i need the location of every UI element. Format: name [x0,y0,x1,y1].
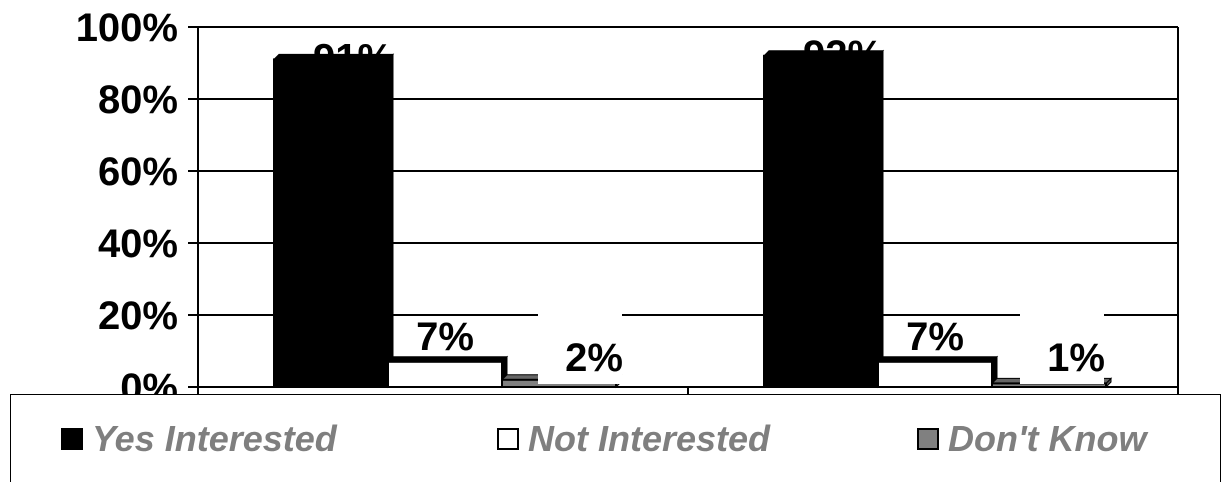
data-label: 2% [565,336,623,380]
legend-swatch-not-interested [497,428,519,450]
data-label: 92% [803,33,883,77]
legend-label-not-interested: Not Interested [528,418,771,459]
bar [387,360,503,388]
legend-label-yes-interested: Yes Interested [92,418,337,459]
data-label: 91% [313,36,393,80]
data-label-bg [1020,312,1104,384]
legend: Yes Interested Not Interested Don't Know [10,394,1221,482]
legend-item-not-interested: Not Interested [497,419,770,459]
axes [188,26,1179,399]
bar [877,360,993,388]
data-label: 7% [906,315,964,359]
legend-label-dont-know: Don't Know [948,418,1147,459]
data-labels: 91% 7% 2% 92% 7% 1% [313,33,1105,384]
data-label: 7% [416,315,474,359]
y-tick-label: 60% [98,150,178,194]
bar [763,54,879,389]
y-tick-label: 40% [98,222,178,266]
bar [273,58,389,389]
y-tick-label: 80% [98,78,178,122]
y-tick-label: 20% [98,294,178,338]
y-tick-labels: 0%20%40%60%80%100% [76,6,178,410]
data-label: 1% [1047,336,1105,380]
legend-swatch-dont-know [917,428,939,450]
y-tick-label: 100% [76,6,178,50]
legend-swatch-yes-interested [61,428,83,450]
data-label-bg [538,312,622,384]
bars [272,49,1113,389]
legend-item-yes-interested: Yes Interested [61,419,337,459]
legend-item-dont-know: Don't Know [917,419,1147,459]
